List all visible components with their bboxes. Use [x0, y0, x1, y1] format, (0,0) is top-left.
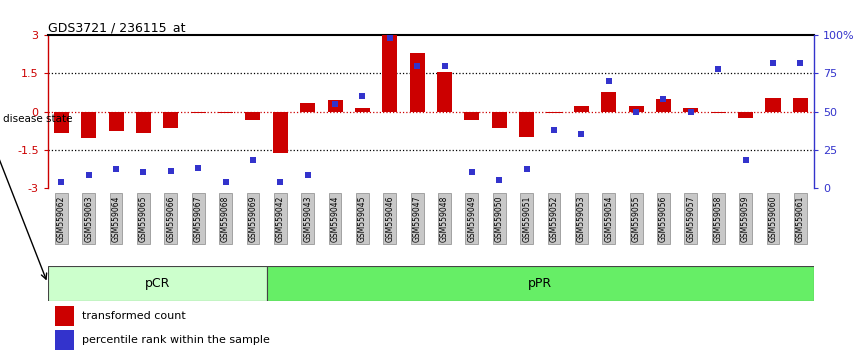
Point: [547, 127, 561, 133]
Bar: [766, 98, 780, 112]
Bar: [218, 112, 233, 113]
Point: [630, 109, 643, 114]
Point: [520, 166, 533, 172]
Bar: [738, 112, 753, 118]
Point: [656, 97, 670, 102]
Point: [410, 63, 424, 69]
Bar: [355, 108, 370, 112]
Bar: [601, 92, 617, 112]
Point: [437, 63, 451, 69]
Bar: [656, 99, 671, 112]
Bar: [108, 112, 124, 131]
Bar: [245, 112, 261, 120]
Point: [739, 158, 753, 163]
Bar: [327, 100, 343, 112]
Point: [793, 60, 807, 65]
Bar: [136, 112, 151, 133]
Text: pPR: pPR: [528, 277, 553, 290]
Bar: [301, 103, 315, 112]
Text: disease state: disease state: [3, 114, 72, 124]
Text: GDS3721 / 236115_at: GDS3721 / 236115_at: [48, 21, 185, 34]
Bar: [55, 330, 74, 350]
Point: [355, 93, 369, 99]
Point: [137, 170, 151, 175]
Bar: [793, 98, 808, 112]
Point: [465, 170, 479, 175]
Text: transformed count: transformed count: [82, 311, 186, 321]
Bar: [267, 266, 814, 301]
Bar: [683, 108, 698, 112]
Bar: [464, 112, 480, 120]
Point: [246, 158, 260, 163]
Bar: [629, 107, 643, 112]
Point: [109, 166, 123, 172]
Bar: [48, 266, 267, 301]
Point: [328, 101, 342, 107]
Point: [493, 177, 507, 183]
Point: [711, 66, 725, 72]
Bar: [410, 53, 424, 112]
Point: [383, 36, 397, 41]
Text: percentile rank within the sample: percentile rank within the sample: [82, 335, 270, 345]
Point: [274, 179, 288, 184]
Bar: [191, 112, 206, 113]
Bar: [55, 306, 74, 326]
Bar: [81, 112, 96, 138]
Bar: [54, 112, 68, 133]
Bar: [273, 112, 288, 153]
Bar: [711, 112, 726, 113]
Point: [602, 78, 616, 84]
Point: [301, 173, 314, 178]
Text: pCR: pCR: [145, 277, 170, 290]
Point: [766, 60, 780, 65]
Point: [218, 179, 232, 184]
Bar: [574, 107, 589, 112]
Bar: [519, 112, 534, 137]
Bar: [437, 72, 452, 112]
Point: [164, 168, 178, 174]
Point: [684, 109, 698, 114]
Point: [574, 132, 588, 137]
Point: [191, 165, 205, 171]
Point: [55, 179, 68, 184]
Bar: [382, 35, 397, 112]
Bar: [164, 112, 178, 128]
Point: [81, 173, 95, 178]
Bar: [492, 112, 507, 128]
Bar: [546, 112, 561, 113]
